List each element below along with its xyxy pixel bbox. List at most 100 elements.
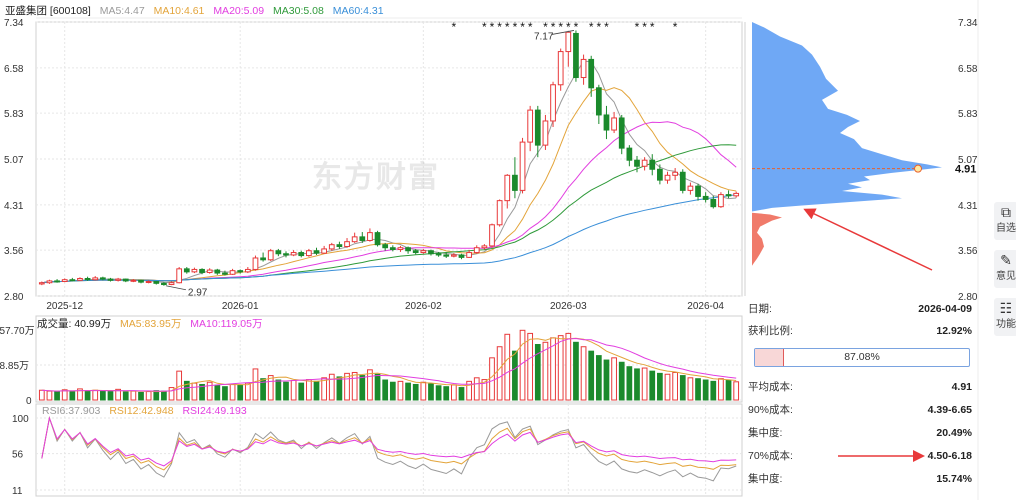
candle-body [92, 277, 99, 281]
candle-body [69, 279, 76, 282]
volume-tick-label: 157.70万 [0, 326, 35, 337]
price-tick-label: 2.80 [4, 292, 24, 303]
volume-bar [344, 372, 350, 401]
chip-price-tick-label: 7.34 [958, 18, 978, 29]
stat-profit-ratio: 获利比例: 12.92% [748, 325, 972, 337]
rsi6-label: RSI6:37.903 [42, 405, 101, 417]
volume-bar [122, 391, 129, 401]
volume-bar [290, 379, 297, 401]
candle-body [206, 269, 213, 273]
volume-bar [473, 377, 480, 401]
date-tick-label: 2026-04 [687, 301, 724, 312]
ma10-label: MA10:4.61 [153, 5, 205, 17]
candle-body [588, 58, 595, 89]
candle-body [489, 224, 495, 247]
volume-bar [634, 368, 640, 401]
volume-bar [725, 379, 732, 401]
candle-body [397, 247, 404, 251]
candle-body [641, 159, 648, 167]
rsi-legend: RSI6:37.903 RSI12:42.948 RSI24:49.193 [42, 404, 253, 418]
candle-body [542, 120, 549, 146]
signal-star: * [642, 20, 647, 34]
volume-bar [336, 376, 343, 401]
volume-bar [313, 380, 320, 401]
low-price-label: 2.97 [188, 288, 208, 299]
candle-body [695, 185, 701, 197]
candle-body [443, 254, 450, 257]
candle-body [367, 232, 373, 241]
candle-body [603, 114, 610, 131]
volume-bar [252, 368, 259, 401]
candle-body [191, 268, 198, 273]
signal-star: * [650, 20, 655, 34]
volume-bar [38, 389, 45, 401]
candle-body [344, 241, 350, 248]
feedback-icon: ✎ [1000, 252, 1012, 268]
volume-bar [657, 372, 663, 401]
volume-bar [54, 391, 60, 401]
volume-bar [557, 335, 564, 401]
volume-bar [443, 386, 450, 401]
candle-body [672, 171, 679, 176]
volume-bar [397, 380, 404, 401]
volume-bar [275, 379, 282, 401]
volume-bar [168, 387, 175, 401]
volume-bar [374, 373, 381, 401]
chip-price-tick-label: 2.80 [958, 292, 978, 303]
concentration-bar: 87.08% [748, 348, 976, 369]
stat-date: 日期: 2026-04-09 [748, 303, 972, 315]
date-tick-label: 2026-01 [222, 301, 259, 312]
candle-body [153, 281, 160, 284]
volume-bar [183, 380, 190, 401]
volume-bar [573, 341, 579, 401]
sidebar-function-button[interactable]: ☷ 功能 [994, 298, 1016, 336]
rsi12-line [41, 416, 737, 471]
candle-body [359, 236, 366, 241]
sidebar-watchlist-button[interactable]: ⧉ 自选 [994, 202, 1016, 240]
candle-body [54, 280, 60, 283]
candle-body [199, 268, 205, 273]
signal-star: * [558, 20, 563, 34]
candle-body [115, 278, 121, 281]
candle-body [351, 236, 358, 243]
candle-body [183, 268, 190, 273]
low-pointer [165, 285, 186, 291]
price-tick-label: 7.34 [4, 18, 24, 29]
candle-body [46, 280, 53, 284]
avg-cost-marker [914, 164, 922, 173]
volume-bar [298, 382, 305, 401]
candle-body [435, 253, 442, 256]
candle-body [557, 51, 564, 86]
avg-cost-label: 4.91 [955, 164, 976, 176]
signal-star: * [490, 20, 495, 34]
candle-body [252, 257, 259, 270]
candle-body [718, 194, 724, 208]
stat-range90: 90%成本: 4.39-6.65 [748, 404, 972, 416]
volume-bar [306, 379, 312, 401]
chip-price-tick-label: 3.56 [958, 246, 978, 257]
candle-body [237, 270, 244, 273]
candle-body [664, 174, 671, 181]
candle-body [222, 272, 228, 275]
sidebar-feedback-button[interactable]: ✎ 意见 [994, 250, 1016, 288]
signal-star: * [520, 20, 525, 34]
volume-bar [244, 382, 251, 401]
candle-body [679, 171, 686, 191]
candle-body [99, 277, 106, 280]
volume-bar [206, 381, 213, 401]
chip-price-tick-label: 6.58 [958, 64, 978, 75]
concentration-bar-fill [755, 349, 784, 366]
candle-body [122, 278, 129, 282]
stock-title: 亚盛集团 [600108] [5, 5, 91, 17]
candle-body [473, 247, 480, 254]
volume-bar [145, 391, 152, 401]
volume-bar [382, 379, 389, 401]
candle-body [328, 244, 335, 250]
watermark: 东方财富 [312, 161, 440, 194]
volume-bar [504, 333, 511, 401]
signal-star: * [673, 20, 678, 34]
candle-body [657, 168, 663, 181]
signal-star: * [635, 20, 640, 34]
price-tick-label: 4.31 [4, 201, 24, 212]
